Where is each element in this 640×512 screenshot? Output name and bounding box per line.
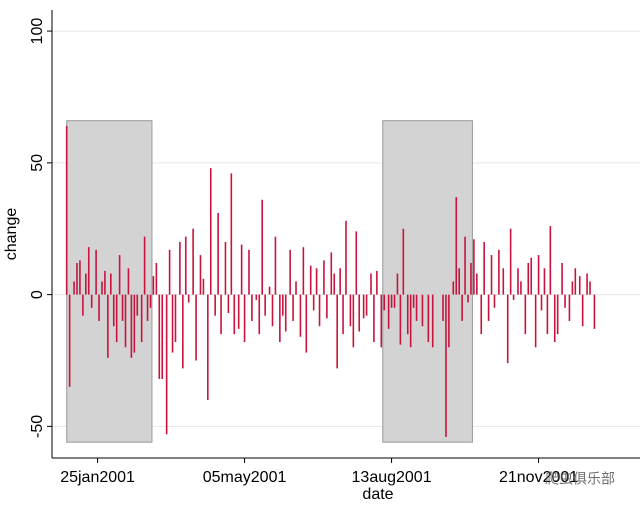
shaded-region [66, 120, 153, 443]
y-tick-label: -50 [29, 415, 46, 438]
x-tick-label: 13aug2001 [352, 469, 432, 486]
x-tick-label: 25jan2001 [60, 469, 135, 486]
y-axis-title: change [3, 208, 20, 261]
x-axis-title: date [362, 486, 393, 503]
x-tick-label: 05may2001 [203, 469, 287, 486]
y-tick-label: 50 [29, 154, 46, 172]
y-tick-label: 100 [29, 18, 46, 45]
y-tick-label: 0 [29, 290, 46, 299]
x-tick-label: 21nov2001 [499, 469, 578, 486]
watermark: 爬虫俱乐部 [545, 471, 615, 487]
